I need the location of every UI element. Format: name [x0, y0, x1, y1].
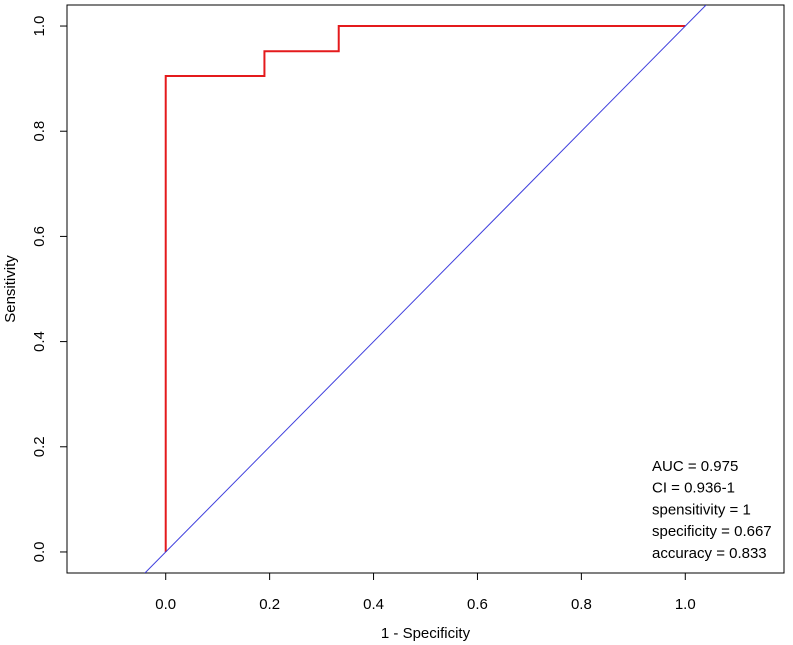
- y-tick-label: 0.2: [31, 436, 48, 457]
- x-axis-title: 1 - Specificity: [381, 625, 471, 642]
- metrics-annotation: AUC = 0.975 CI = 0.936-1 spensitivity = …: [652, 458, 772, 562]
- annotation-auc: AUC = 0.975: [652, 458, 738, 475]
- y-tick-label: 1.0: [31, 16, 48, 37]
- y-axis-title: Sensitivity: [2, 255, 19, 323]
- x-tick-label: 1.0: [675, 596, 696, 613]
- series-layer: [144, 5, 707, 573]
- x-tick-label: 0.0: [155, 596, 176, 613]
- y-tick-label: 0.0: [31, 542, 48, 563]
- x-tick-label: 0.6: [467, 596, 488, 613]
- annotation-specificity: specificity = 0.667: [652, 523, 772, 540]
- x-tick-label: 0.4: [363, 596, 384, 613]
- annotation-accuracy: accuracy = 0.833: [652, 545, 767, 562]
- annotation-ci: CI = 0.936-1: [652, 480, 735, 497]
- annotation-sensitivity: spensitivity = 1: [652, 501, 751, 518]
- roc-curve: [164, 25, 686, 552]
- y-tick-label: 0.6: [31, 226, 48, 247]
- plot-frame: [66, 4, 785, 574]
- y-axis: 0.0 0.2 0.4 0.6 0.8 1.0: [31, 16, 67, 563]
- y-tick-label: 0.8: [31, 121, 48, 142]
- reference-diagonal: [144, 5, 707, 573]
- x-axis: 0.0 0.2 0.4 0.6 0.8 1.0: [155, 573, 696, 613]
- x-tick-label: 0.2: [259, 596, 280, 613]
- x-tick-label: 0.8: [571, 596, 592, 613]
- y-tick-label: 0.4: [31, 331, 48, 352]
